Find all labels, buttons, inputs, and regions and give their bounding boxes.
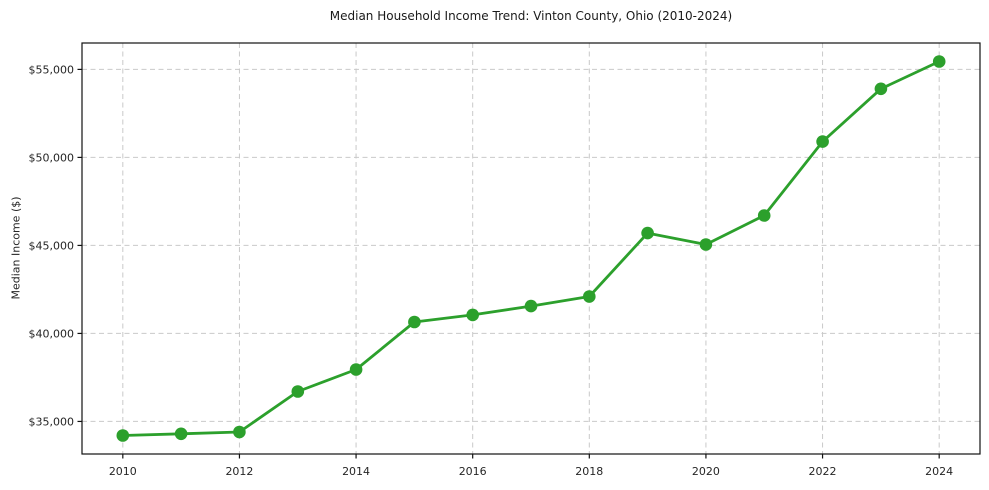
data-point-2022 <box>816 135 829 148</box>
data-point-2017 <box>524 299 538 313</box>
chart-title: Median Household Income Trend: Vinton Co… <box>329 9 733 23</box>
data-point-2019 <box>641 226 654 240</box>
x-tick-label: 2010 <box>109 465 137 478</box>
x-tick-label: 2024 <box>925 465 953 478</box>
data-point-2011 <box>174 427 188 441</box>
x-tick-label: 2018 <box>575 465 603 478</box>
data-point-2015 <box>408 315 421 329</box>
x-tick-label: 2020 <box>692 465 720 478</box>
data-point-2010 <box>116 429 130 442</box>
y-tick-label: $55,000 <box>29 63 75 76</box>
data-point-2024 <box>932 55 946 68</box>
data-point-2023 <box>874 82 888 96</box>
data-point-2018 <box>583 290 596 303</box>
x-tick-label: 2014 <box>342 465 370 478</box>
x-tick-label: 2022 <box>809 465 837 478</box>
axes-frame <box>81 42 981 455</box>
data-point-2013 <box>291 385 305 398</box>
y-tick-label: $50,000 <box>29 151 75 164</box>
x-tick-label: 2012 <box>225 465 253 478</box>
y-tick-label: $35,000 <box>29 415 75 428</box>
x-tick-label: 2016 <box>459 465 487 478</box>
data-point-2014 <box>349 363 363 376</box>
y-tick-label: $40,000 <box>29 327 75 340</box>
income-trend-line <box>121 60 941 437</box>
data-point-2020 <box>699 238 713 251</box>
data-point-2012 <box>233 425 246 439</box>
y-tick-label: $45,000 <box>29 239 75 252</box>
data-point-2016 <box>466 308 480 322</box>
data-point-2021 <box>757 209 771 222</box>
